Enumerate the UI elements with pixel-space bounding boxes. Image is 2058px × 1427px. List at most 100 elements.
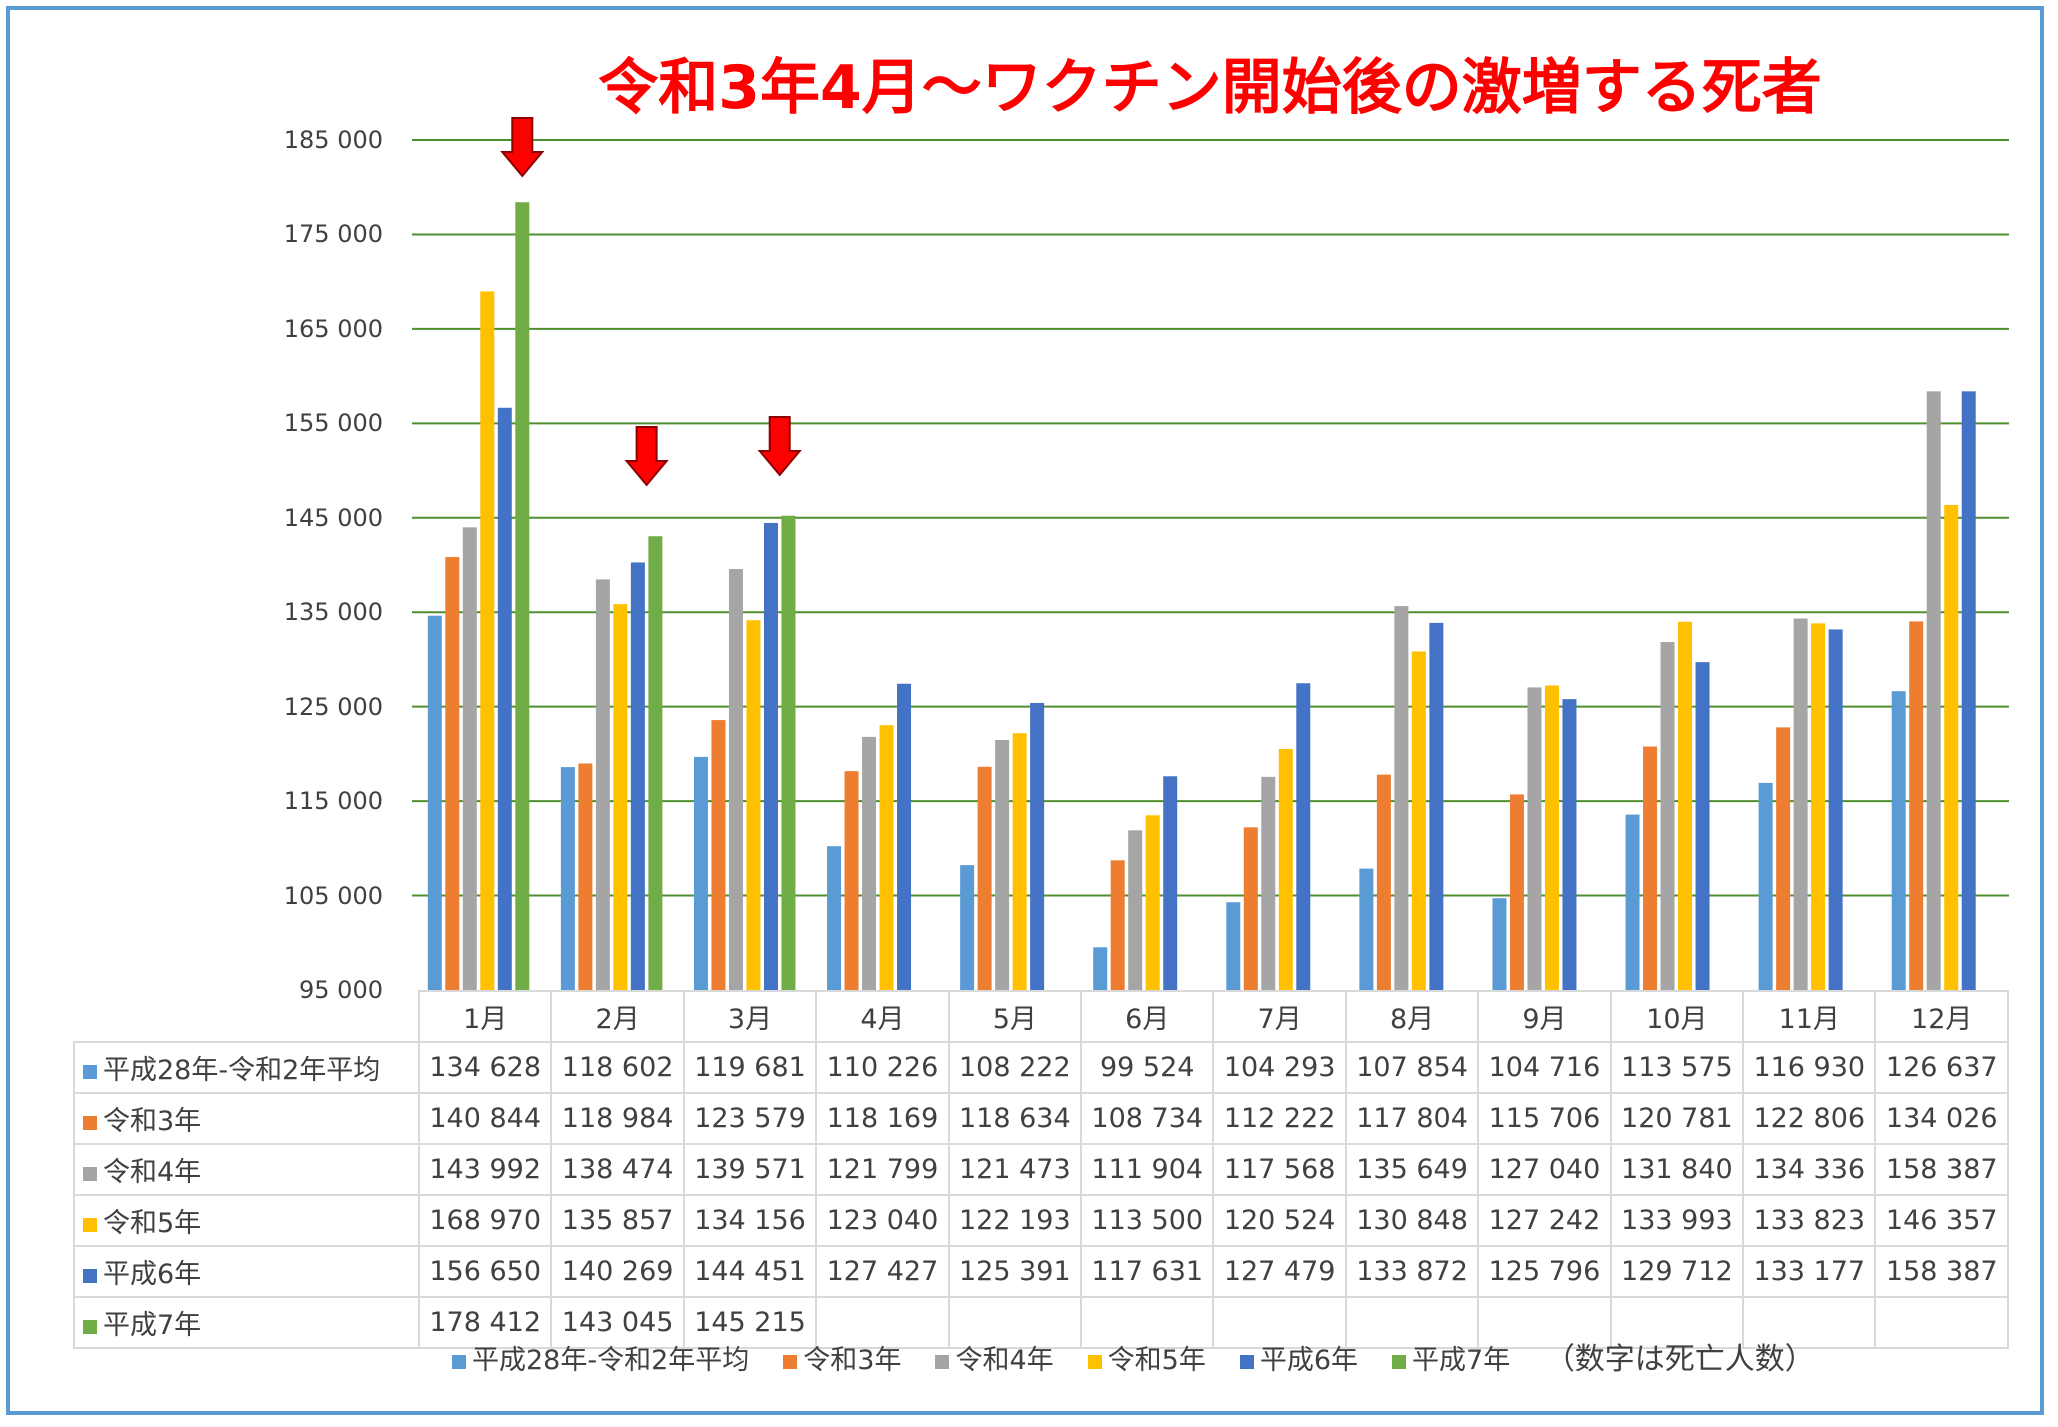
- bar: [781, 515, 796, 990]
- table-cell: 125 391: [947, 1245, 1083, 1298]
- table-cell: 158 387: [1874, 1245, 2009, 1298]
- bar: [746, 620, 761, 990]
- bar: [1660, 642, 1675, 990]
- bar: [1163, 776, 1178, 990]
- bar: [445, 557, 460, 990]
- table-cell: 156 650: [417, 1245, 553, 1298]
- table-cell: 121 799: [815, 1143, 950, 1196]
- legend-label: 令和4年: [955, 1345, 1054, 1376]
- bar: [560, 767, 575, 990]
- legend: 平成28年-令和2年平均 令和3年 令和4年 令和5年 平成6年 平成7年 （数字は死亡人…: [452, 1340, 2052, 1380]
- series-swatch: [83, 1319, 97, 1334]
- table-cell: 146 357: [1874, 1194, 2009, 1247]
- bar: [844, 771, 859, 990]
- table-cell: 125 796: [1477, 1245, 1612, 1298]
- bar: [1891, 691, 1906, 990]
- table-row: 令和5年 168 970 135 857 134 156 123 040 122 193 1…: [73, 1194, 2009, 1247]
- bar: [1527, 687, 1542, 990]
- legend-swatch: [1087, 1354, 1102, 1369]
- legend-swatch: [935, 1354, 950, 1369]
- bar: [480, 291, 495, 991]
- bar: [763, 522, 778, 990]
- table-cell: 118 984: [550, 1092, 685, 1145]
- series-name: 令和5年: [103, 1208, 202, 1239]
- x-tick-label: 6月: [1080, 990, 1215, 1043]
- bar: [1758, 782, 1773, 990]
- table-cell: 126 637: [1874, 1041, 2009, 1094]
- table-cell: [1080, 1296, 1215, 1349]
- table-cell: 115 706: [1477, 1092, 1612, 1145]
- table-cell: 127 427: [815, 1245, 950, 1298]
- bar: [1811, 623, 1826, 990]
- bar: [1093, 947, 1108, 990]
- bar: [1909, 621, 1924, 990]
- bar: [630, 562, 645, 990]
- series-swatch: [83, 1166, 97, 1181]
- bar: [1278, 748, 1293, 990]
- y-tick-label: 165 000: [283, 314, 383, 343]
- table-cell: 134 336: [1742, 1143, 1877, 1196]
- series-swatch: [83, 1115, 97, 1130]
- series-label: 令和5年: [73, 1194, 420, 1247]
- table-cell: [1609, 1296, 1745, 1349]
- bar: [1544, 685, 1559, 990]
- chart-title: 令和3年4月～ワクチン開始後の激増する死者: [598, 53, 1822, 123]
- table-cell: 118 634: [947, 1092, 1083, 1145]
- table-cell: 145 215: [682, 1296, 818, 1349]
- bar: [427, 615, 442, 990]
- series-label: 平成7年: [73, 1296, 420, 1349]
- table-row: 平成7年 178 412 143 045 145 215: [73, 1296, 2009, 1349]
- bar: [1145, 815, 1160, 990]
- bar: [1110, 860, 1125, 990]
- series-label: 令和3年: [73, 1092, 420, 1145]
- table-cell: 108 222: [947, 1041, 1083, 1094]
- bar: [578, 763, 593, 990]
- x-tick-label: 12月: [1874, 990, 2009, 1043]
- table-corner: [74, 991, 420, 1043]
- bar: [1359, 868, 1374, 990]
- bar: [711, 720, 726, 990]
- legend-swatch: [1239, 1354, 1254, 1369]
- table-cell: 129 712: [1609, 1245, 1745, 1298]
- table-cell: 134 628: [417, 1041, 553, 1094]
- x-tick-label: 8月: [1344, 990, 1480, 1043]
- table-cell: [1477, 1296, 1612, 1349]
- table-cell: 116 930: [1742, 1041, 1877, 1094]
- legend-label: 平成7年: [1412, 1345, 1511, 1376]
- table-cell: 117 804: [1344, 1092, 1480, 1145]
- series-swatch: [83, 1064, 97, 1079]
- table-cell: [815, 1296, 950, 1349]
- bar: [497, 407, 512, 990]
- bar: [1376, 774, 1391, 990]
- bar: [1226, 902, 1241, 990]
- series-name: 平成6年: [103, 1259, 202, 1290]
- bar: [1243, 827, 1258, 990]
- legend-item: 令和3年: [783, 1341, 901, 1381]
- bar: [1961, 391, 1976, 991]
- bar: [827, 846, 842, 990]
- series-swatch: [83, 1217, 97, 1232]
- table-cell: 134 026: [1874, 1092, 2009, 1145]
- bar: [1012, 733, 1027, 990]
- table-cell: 113 575: [1609, 1041, 1745, 1094]
- bar: [1296, 683, 1311, 990]
- table-cell: 130 848: [1344, 1194, 1480, 1247]
- legend-label: 令和5年: [1107, 1345, 1206, 1376]
- bar: [995, 739, 1010, 990]
- bar: [862, 736, 877, 990]
- table-cell: 127 040: [1477, 1143, 1612, 1196]
- series-name: 令和4年: [103, 1157, 202, 1188]
- bar: [1678, 621, 1693, 990]
- table-cell: 107 854: [1344, 1041, 1480, 1094]
- x-tick-label: 5月: [947, 990, 1083, 1043]
- down-arrow: [624, 426, 669, 487]
- table-cell: 127 479: [1212, 1245, 1347, 1298]
- series-name: 令和3年: [103, 1106, 202, 1137]
- table-row: 平成6年 156 650 140 269 144 451 127 427 125 391 1…: [73, 1245, 2009, 1298]
- bar: [1793, 618, 1808, 990]
- table-cell: 123 579: [682, 1092, 818, 1145]
- series-label: 令和4年: [73, 1143, 420, 1196]
- x-tick-label: 11月: [1742, 990, 1877, 1043]
- table-cell: 99 524: [1080, 1041, 1215, 1094]
